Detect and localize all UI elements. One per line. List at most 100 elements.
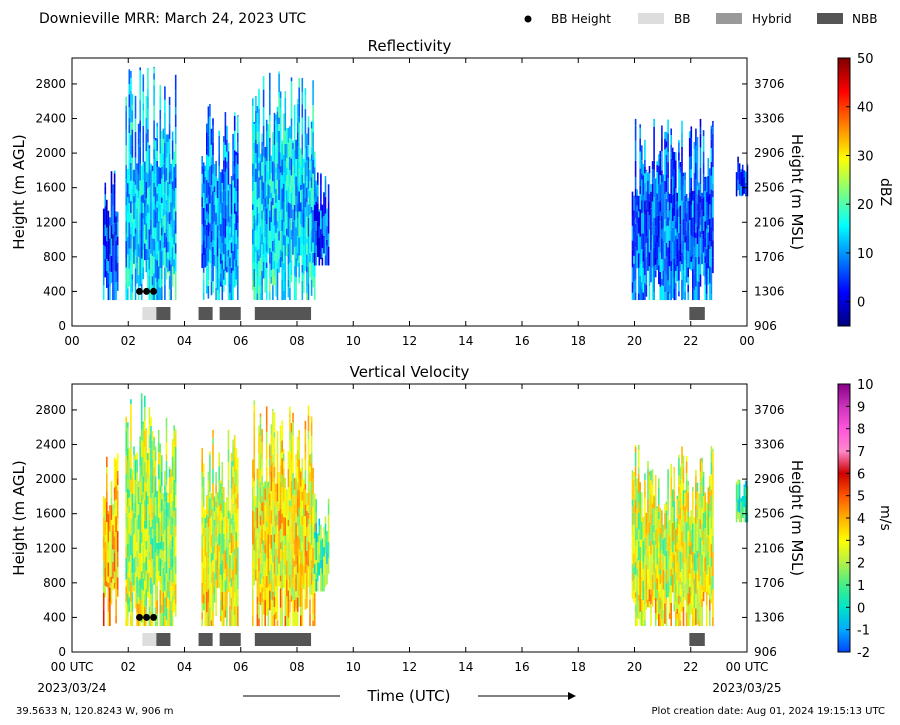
data-cell [296,146,299,159]
data-cell [286,551,288,561]
data-cell [687,231,689,252]
data-cell [136,483,138,491]
data-cell [107,529,110,543]
data-cell [710,139,713,149]
data-cell [104,541,107,552]
legend-swatch-nbb [817,13,843,24]
data-cell [170,275,172,289]
bb-height-point-0 [136,287,143,295]
data-cell [633,504,635,525]
data-cell [106,199,108,212]
data-cell [681,531,683,547]
data-cell [173,590,175,600]
data-cell [156,167,158,187]
data-cell [153,250,155,258]
data-cell [165,460,168,480]
data-cell [633,590,635,603]
data-cell [637,211,640,218]
data-cell [204,611,207,627]
data-cell [320,530,322,541]
data-cell [235,606,237,627]
data-cell [648,252,651,267]
data-cell [295,540,297,555]
data-cell [153,528,155,535]
data-cell [252,499,254,511]
data-cell [695,179,697,200]
data-cell [209,231,211,250]
y-tick-label-right: 3306 [754,112,785,126]
data-cell [273,413,276,421]
data-cell [671,552,674,562]
data-cell [223,166,225,174]
data-cell [133,219,135,231]
data-cell [133,513,135,527]
data-cell [230,184,233,204]
data-cell [712,452,714,466]
data-cell [284,198,287,219]
data-cell [201,582,203,604]
data-cell [165,507,168,516]
bb-class-bar-4 [254,307,312,320]
data-cell [130,615,132,627]
data-cell [147,591,149,598]
data-cell [671,489,674,499]
data-cell [671,176,674,195]
data-cell [290,118,293,127]
data-cell [662,195,665,212]
data-cell [137,274,140,288]
data-cell [159,240,162,249]
data-cell [269,590,271,611]
data-cell [210,516,213,535]
data-cell [282,516,285,537]
data-cell [168,617,171,627]
data-cell [261,563,263,579]
data-cell [273,432,276,438]
data-cell [147,557,149,566]
data-cell [267,534,270,542]
data-cell [148,229,151,249]
data-cell [110,177,113,193]
data-cell [221,579,224,592]
data-cell [300,190,302,203]
data-cell [142,562,145,573]
data-cell [712,121,714,122]
data-cell [213,221,216,241]
data-cell [269,137,271,143]
data-cell [295,196,297,212]
data-cell [318,535,321,555]
data-cell [278,200,280,211]
data-cell [207,117,210,136]
data-cell [216,256,219,274]
data-cell [687,617,689,627]
data-cell [662,175,665,196]
data-cell [264,164,266,183]
data-cell [710,246,713,259]
data-cell [202,477,205,487]
data-cell [651,221,654,236]
data-cell [678,486,680,493]
data-cell [290,480,293,499]
data-cell [153,560,155,567]
data-cell [668,194,671,211]
data-cell [698,597,700,604]
data-cell [661,618,663,627]
data-cell [272,161,274,182]
data-cell [104,206,107,225]
colorbar-tick-label: 30 [857,149,874,164]
data-cell [679,167,682,173]
data-cell [675,256,677,265]
data-cell [170,549,172,570]
data-cell [171,181,174,190]
data-cell [279,500,282,509]
data-cell [687,222,689,232]
data-cell [174,243,177,254]
data-cell [651,282,654,289]
data-cell [295,454,297,460]
data-cell [310,493,313,507]
data-cell [136,214,138,230]
data-cell [653,524,655,532]
data-cell [156,207,158,224]
data-cell [256,468,259,472]
x-tick-label: 00 [739,334,754,348]
data-cell [223,142,225,161]
